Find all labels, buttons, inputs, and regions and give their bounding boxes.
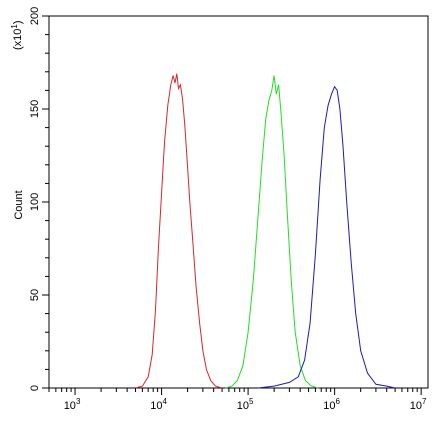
y-tick-label: 200 <box>29 7 41 25</box>
y-tick-label: 50 <box>29 289 41 301</box>
x-tick-label: 107 <box>410 397 427 412</box>
plot-area <box>48 15 429 389</box>
series-line-1 <box>135 73 223 389</box>
y-axis-label: Count <box>13 190 25 219</box>
x-tick-label: 103 <box>64 397 81 412</box>
plot-border <box>48 15 429 389</box>
y-tick-label: 100 <box>29 193 41 211</box>
x-tick-label: 106 <box>323 397 340 412</box>
x-axis: 103 104 105 106 107 <box>48 388 427 412</box>
y-tick-label: 0 <box>29 385 41 391</box>
series-layer <box>135 73 396 389</box>
y-multiplier-label: (x10 <box>12 29 24 50</box>
series-line-2 <box>225 75 319 389</box>
y-axis-multiplier: (x101) <box>10 20 24 50</box>
y-axis: 0 50 100 150 200 <box>29 7 49 391</box>
y-multiplier-exp: 1 <box>10 24 19 29</box>
y-multiplier-close: ) <box>12 20 24 24</box>
series-line-3 <box>257 85 396 389</box>
x-tick-label: 104 <box>150 397 167 412</box>
x-tick-label: 105 <box>237 397 254 412</box>
y-tick-label: 150 <box>29 100 41 118</box>
